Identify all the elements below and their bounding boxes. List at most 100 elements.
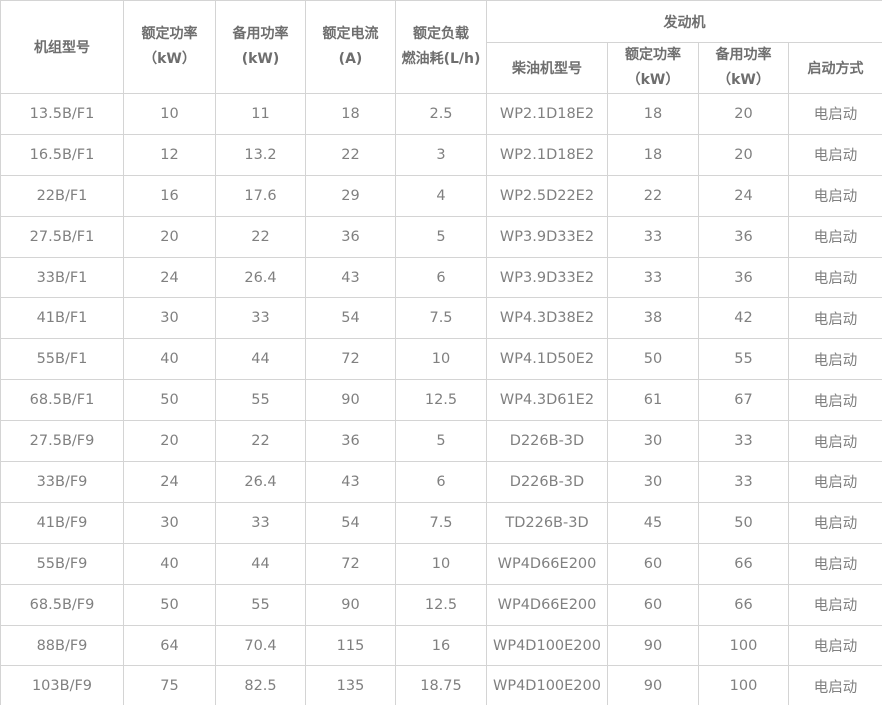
cell-row5-col6: WP3.9D33E2 [486,256,608,299]
cell-row14-col3: 70.4 [215,624,306,667]
cell-row10-col6: D226B-3D [486,461,608,503]
cell-row6-col8: 42 [698,297,789,340]
cell-row12-col8: 66 [698,542,789,585]
cell-row11-col4: 54 [305,501,396,544]
table-row: 41B/F1 30 33 54 7.5 WP4.3D38E2 38 42 电启动 [0,297,882,340]
cell-row3-col3: 17.6 [215,174,306,217]
cell-row1-col6: WP2.1D18E2 [486,93,608,135]
cell-row3-col2: 16 [123,174,216,217]
header-fuel-consumption: 额定负载 燃油耗(L/h) [395,0,487,94]
header-engine-standby-power-line1: 备用功率 [715,47,772,63]
cell-row4-col4: 36 [305,215,396,258]
cell-row14-col2: 64 [123,624,216,667]
header-fuel-consumption-line2: 燃油耗(L/h) [401,51,481,67]
cell-row8-col9: 电启动 [788,379,882,422]
cell-row15-col1: 103B/F9 [0,665,124,705]
cell-row1-col5: 2.5 [395,93,487,135]
cell-row11-col9: 电启动 [788,501,882,544]
cell-row15-col8: 100 [698,665,789,705]
cell-row12-col9: 电启动 [788,542,882,585]
header-engine-standby-power-line2: （kW） [717,72,770,88]
cell-row2-col3: 13.2 [215,133,306,176]
cell-row10-col9: 电启动 [788,461,882,503]
table-row: 41B/F9 30 33 54 7.5 TD226B-3D 45 50 电启动 [0,501,882,544]
cell-row3-col8: 24 [698,174,789,217]
cell-row8-col3: 55 [215,379,306,422]
cell-row6-col3: 33 [215,297,306,340]
header-standby-power-line1: 备用功率 [232,26,289,42]
cell-row3-col6: WP2.5D22E2 [486,174,608,217]
cell-row8-col1: 68.5B/F1 [0,379,124,422]
cell-row15-col3: 82.5 [215,665,306,705]
cell-row9-col2: 20 [123,420,216,463]
header-standby-power-line2: (kW) [241,51,280,67]
header-row-top: 机组型号 额定功率 （kW） 备用功率 (kW) 额定电流 (A) 额定负载 燃… [0,0,882,94]
cell-row7-col9: 电启动 [788,338,882,381]
cell-row13-col7: 60 [607,583,699,626]
cell-row10-col5: 6 [395,461,487,503]
cell-row4-col5: 5 [395,215,487,258]
cell-row3-col1: 22B/F1 [0,174,124,217]
cell-row5-col3: 26.4 [215,256,306,299]
cell-row4-col7: 33 [607,215,699,258]
table-row: 55B/F1 40 44 72 10 WP4.1D50E2 50 55 电启动 [0,338,882,381]
cell-row15-col2: 75 [123,665,216,705]
cell-row11-col1: 41B/F9 [0,501,124,544]
cell-row10-col1: 33B/F9 [0,461,124,503]
cell-row11-col6: TD226B-3D [486,501,608,544]
cell-row15-col7: 90 [607,665,699,705]
cell-row6-col6: WP4.3D38E2 [486,297,608,340]
cell-row13-col9: 电启动 [788,583,882,626]
table-header: 机组型号 额定功率 （kW） 备用功率 (kW) 额定电流 (A) 额定负载 燃… [0,0,882,94]
cell-row5-col4: 43 [305,256,396,299]
table-row: 103B/F9 75 82.5 135 18.75 WP4D100E200 90 100 电启动 [0,665,882,705]
cell-row7-col1: 55B/F1 [0,338,124,381]
cell-row10-col8: 33 [698,461,789,503]
cell-row15-col4: 135 [305,665,396,705]
cell-row1-col2: 10 [123,93,216,135]
header-fuel-consumption-line1: 额定负载 [413,26,469,42]
cell-row7-col5: 10 [395,338,487,381]
cell-row13-col8: 66 [698,583,789,626]
cell-row1-col1: 13.5B/F1 [0,93,124,135]
cell-row7-col6: WP4.1D50E2 [486,338,608,381]
cell-row14-col5: 16 [395,624,487,667]
header-start-mode: 启动方式 [788,42,882,94]
cell-row4-col1: 27.5B/F1 [0,215,124,258]
cell-row3-col5: 4 [395,174,487,217]
cell-row12-col4: 72 [305,542,396,585]
header-rated-current-line2: (A) [338,51,363,67]
table-row: 13.5B/F1 10 11 18 2.5 WP2.1D18E2 18 20 电启动 [0,93,882,135]
cell-row1-col9: 电启动 [788,93,882,135]
cell-row6-col2: 30 [123,297,216,340]
cell-row8-col2: 50 [123,379,216,422]
cell-row9-col8: 33 [698,420,789,463]
cell-row2-col1: 16.5B/F1 [0,133,124,176]
table-row: 55B/F9 40 44 72 10 WP4D66E200 60 66 电启动 [0,542,882,585]
cell-row10-col3: 26.4 [215,461,306,503]
cell-row5-col9: 电启动 [788,256,882,299]
cell-row9-col3: 22 [215,420,306,463]
cell-row10-col4: 43 [305,461,396,503]
header-engine-rated-power-line1: 额定功率 [625,47,681,63]
header-engine-rated-power-line2: （kW） [626,72,680,88]
cell-row5-col1: 33B/F1 [0,256,124,299]
cell-row1-col8: 20 [698,93,789,135]
header-standby-power: 备用功率 (kW) [215,0,306,94]
cell-row7-col3: 44 [215,338,306,381]
cell-row7-col8: 55 [698,338,789,381]
cell-row11-col7: 45 [607,501,699,544]
cell-row4-col2: 20 [123,215,216,258]
header-rated-power-line2: （kW） [143,51,196,67]
cell-row11-col5: 7.5 [395,501,487,544]
cell-row1-col3: 11 [215,93,306,135]
cell-row12-col5: 10 [395,542,487,585]
cell-row10-col2: 24 [123,461,216,503]
cell-row13-col2: 50 [123,583,216,626]
cell-row1-col4: 18 [305,93,396,135]
cell-row7-col4: 72 [305,338,396,381]
cell-row6-col9: 电启动 [788,297,882,340]
cell-row2-col9: 电启动 [788,133,882,176]
